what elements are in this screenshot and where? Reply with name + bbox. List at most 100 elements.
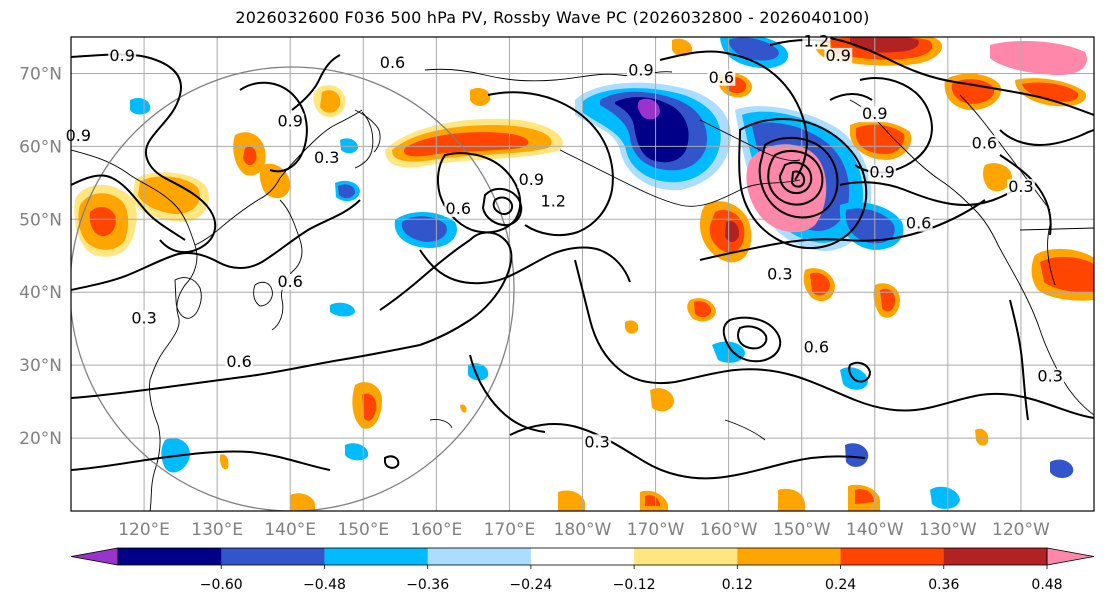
- contour-label-bg: [539, 193, 568, 210]
- contour-label: 0.3: [1037, 367, 1062, 386]
- plot-frame: [70, 36, 1095, 512]
- contour-label: 0.9: [109, 46, 134, 65]
- contour-label-bg: [276, 273, 305, 290]
- contour-label-bg: [904, 215, 933, 232]
- colorbar-segment: [324, 548, 429, 565]
- contour-label: 0.9: [862, 104, 887, 123]
- contour-label: 0.9: [277, 112, 302, 131]
- lat-tick-label: 50°N: [19, 210, 62, 230]
- lon-tick-label: 170°W: [627, 520, 685, 540]
- contour-label: 0.3: [1008, 177, 1033, 196]
- contour-label-bg: [970, 135, 999, 152]
- contour-label: 0.6: [226, 352, 251, 371]
- colorbar-tick-label: −0.60: [200, 577, 243, 593]
- coastlines: [71, 68, 1094, 511]
- contour-label: 0.6: [906, 214, 931, 233]
- contour-label-bg: [1036, 368, 1065, 385]
- contour-label: 0.3: [314, 148, 339, 167]
- lon-tick-label: 180°W: [554, 520, 612, 540]
- lon-tick-label: 140°E: [264, 520, 316, 540]
- contour-label-bg: [225, 354, 254, 371]
- contour-label: 0.9: [519, 170, 544, 189]
- contour-label-bg: [378, 55, 407, 72]
- pv-blob-positive: [313, 38, 693, 168]
- pv-blob-positive: [74, 132, 290, 257]
- contour-label-bg: [868, 164, 897, 181]
- lat-tick-label: 70°N: [19, 64, 62, 84]
- colorbar-segment: [840, 548, 945, 565]
- contour-label-bg: [765, 266, 794, 283]
- contour-label: 0.3: [131, 308, 156, 327]
- contour-label: 0.6: [446, 199, 471, 218]
- lon-tick-label: 120°W: [992, 520, 1050, 540]
- lat-tick-label: 30°N: [19, 356, 62, 376]
- contour-label: 0.6: [972, 133, 997, 152]
- colorbar-segment: [530, 548, 635, 565]
- contour-label: 1.2: [804, 31, 829, 50]
- contour-label-bg: [1006, 179, 1035, 196]
- contour-label-bg: [626, 62, 655, 79]
- contour-label: 0.9: [869, 163, 894, 182]
- pv-anomaly-fill: [74, 37, 1094, 511]
- contour-label: 0.9: [826, 46, 851, 65]
- colorbar-tick-label: −0.48: [303, 577, 346, 593]
- longitude-labels: 120°E 130°E 140°E 150°E 160°E 170°E 180°W 170°W…: [118, 520, 1050, 540]
- lat-tick-label: 60°N: [19, 137, 62, 157]
- colorbar-segment: [943, 548, 1048, 565]
- lon-tick-label: 140°W: [846, 520, 904, 540]
- contour-label: 1.2: [541, 192, 566, 211]
- colorbar-extend-min: [70, 547, 119, 566]
- colorbar-frame: [117, 547, 1048, 566]
- colorbar-segment: [427, 548, 532, 565]
- contour-label-bg: [824, 47, 853, 64]
- colorbar-segment: [118, 548, 222, 565]
- contour-label-bg: [583, 434, 612, 451]
- colorbar-tick-label: −0.36: [406, 577, 449, 593]
- colorbar-tick-label: 0.24: [825, 577, 856, 593]
- contour-label-bg: [108, 47, 137, 64]
- contour-label: 0.6: [277, 272, 302, 291]
- contour-label: 0.9: [66, 126, 91, 145]
- lon-tick-label: 160°W: [700, 520, 758, 540]
- lat-tick-label: 20°N: [19, 429, 62, 449]
- pv-contours: [71, 37, 1094, 480]
- region-circle: [71, 66, 515, 511]
- colorbar-tick-label: −0.24: [509, 577, 552, 593]
- colorbar-tick-label: 0.36: [928, 577, 959, 593]
- contour-label-bg: [860, 106, 889, 123]
- lon-tick-label: 150°E: [337, 520, 389, 540]
- lon-tick-label: 120°E: [118, 520, 170, 540]
- colorbar: [70, 547, 1095, 566]
- contour-labels: 0.9 0.6 0.9 0.61.20.90.90.90.30.90.6 1.20.90…: [64, 31, 1065, 451]
- contour-label: 0.6: [709, 68, 734, 87]
- lon-tick-label: 130°W: [919, 520, 977, 540]
- colorbar-tick-label: 0.48: [1031, 577, 1062, 593]
- contour-label-bg: [517, 171, 546, 188]
- contour-label: 0.6: [804, 338, 829, 357]
- contour-label: 0.3: [584, 432, 609, 451]
- lon-tick-label: 130°E: [191, 520, 243, 540]
- contour-label-bg: [707, 69, 736, 86]
- colorbar-tick-label: 0.12: [722, 577, 753, 593]
- contour-label: 0.3: [767, 265, 792, 284]
- colorbar-tick-label: −0.12: [613, 577, 656, 593]
- contour-label-bg: [312, 149, 341, 166]
- lon-tick-label: 150°W: [773, 520, 831, 540]
- contour-label: 0.9: [628, 60, 653, 79]
- chart-title: 2026032600 F036 500 hPa PV, Rossby Wave …: [235, 8, 870, 27]
- colorbar-extend-max: [1046, 547, 1095, 566]
- colorbar-ticks: −0.60 −0.48 −0.36 −0.24 −0.12 0.12 0.24 0.36 0.4…: [200, 565, 1063, 593]
- contour-label-bg: [444, 201, 473, 218]
- lat-tick-label: 40°N: [19, 283, 62, 303]
- contour-label-bg: [802, 339, 831, 356]
- colorbar-segment: [634, 548, 738, 565]
- colorbar-segment: [221, 548, 325, 565]
- lon-tick-label: 170°E: [484, 520, 536, 540]
- contour-label-bg: [276, 113, 305, 130]
- contour-label: 0.6: [380, 53, 405, 72]
- latitude-labels: 20°N 30°N 40°N 50°N 60°N 70°N: [19, 64, 62, 449]
- colorbar-segment: [737, 548, 842, 565]
- contour-label-bg: [130, 310, 159, 327]
- lon-tick-label: 160°E: [411, 520, 463, 540]
